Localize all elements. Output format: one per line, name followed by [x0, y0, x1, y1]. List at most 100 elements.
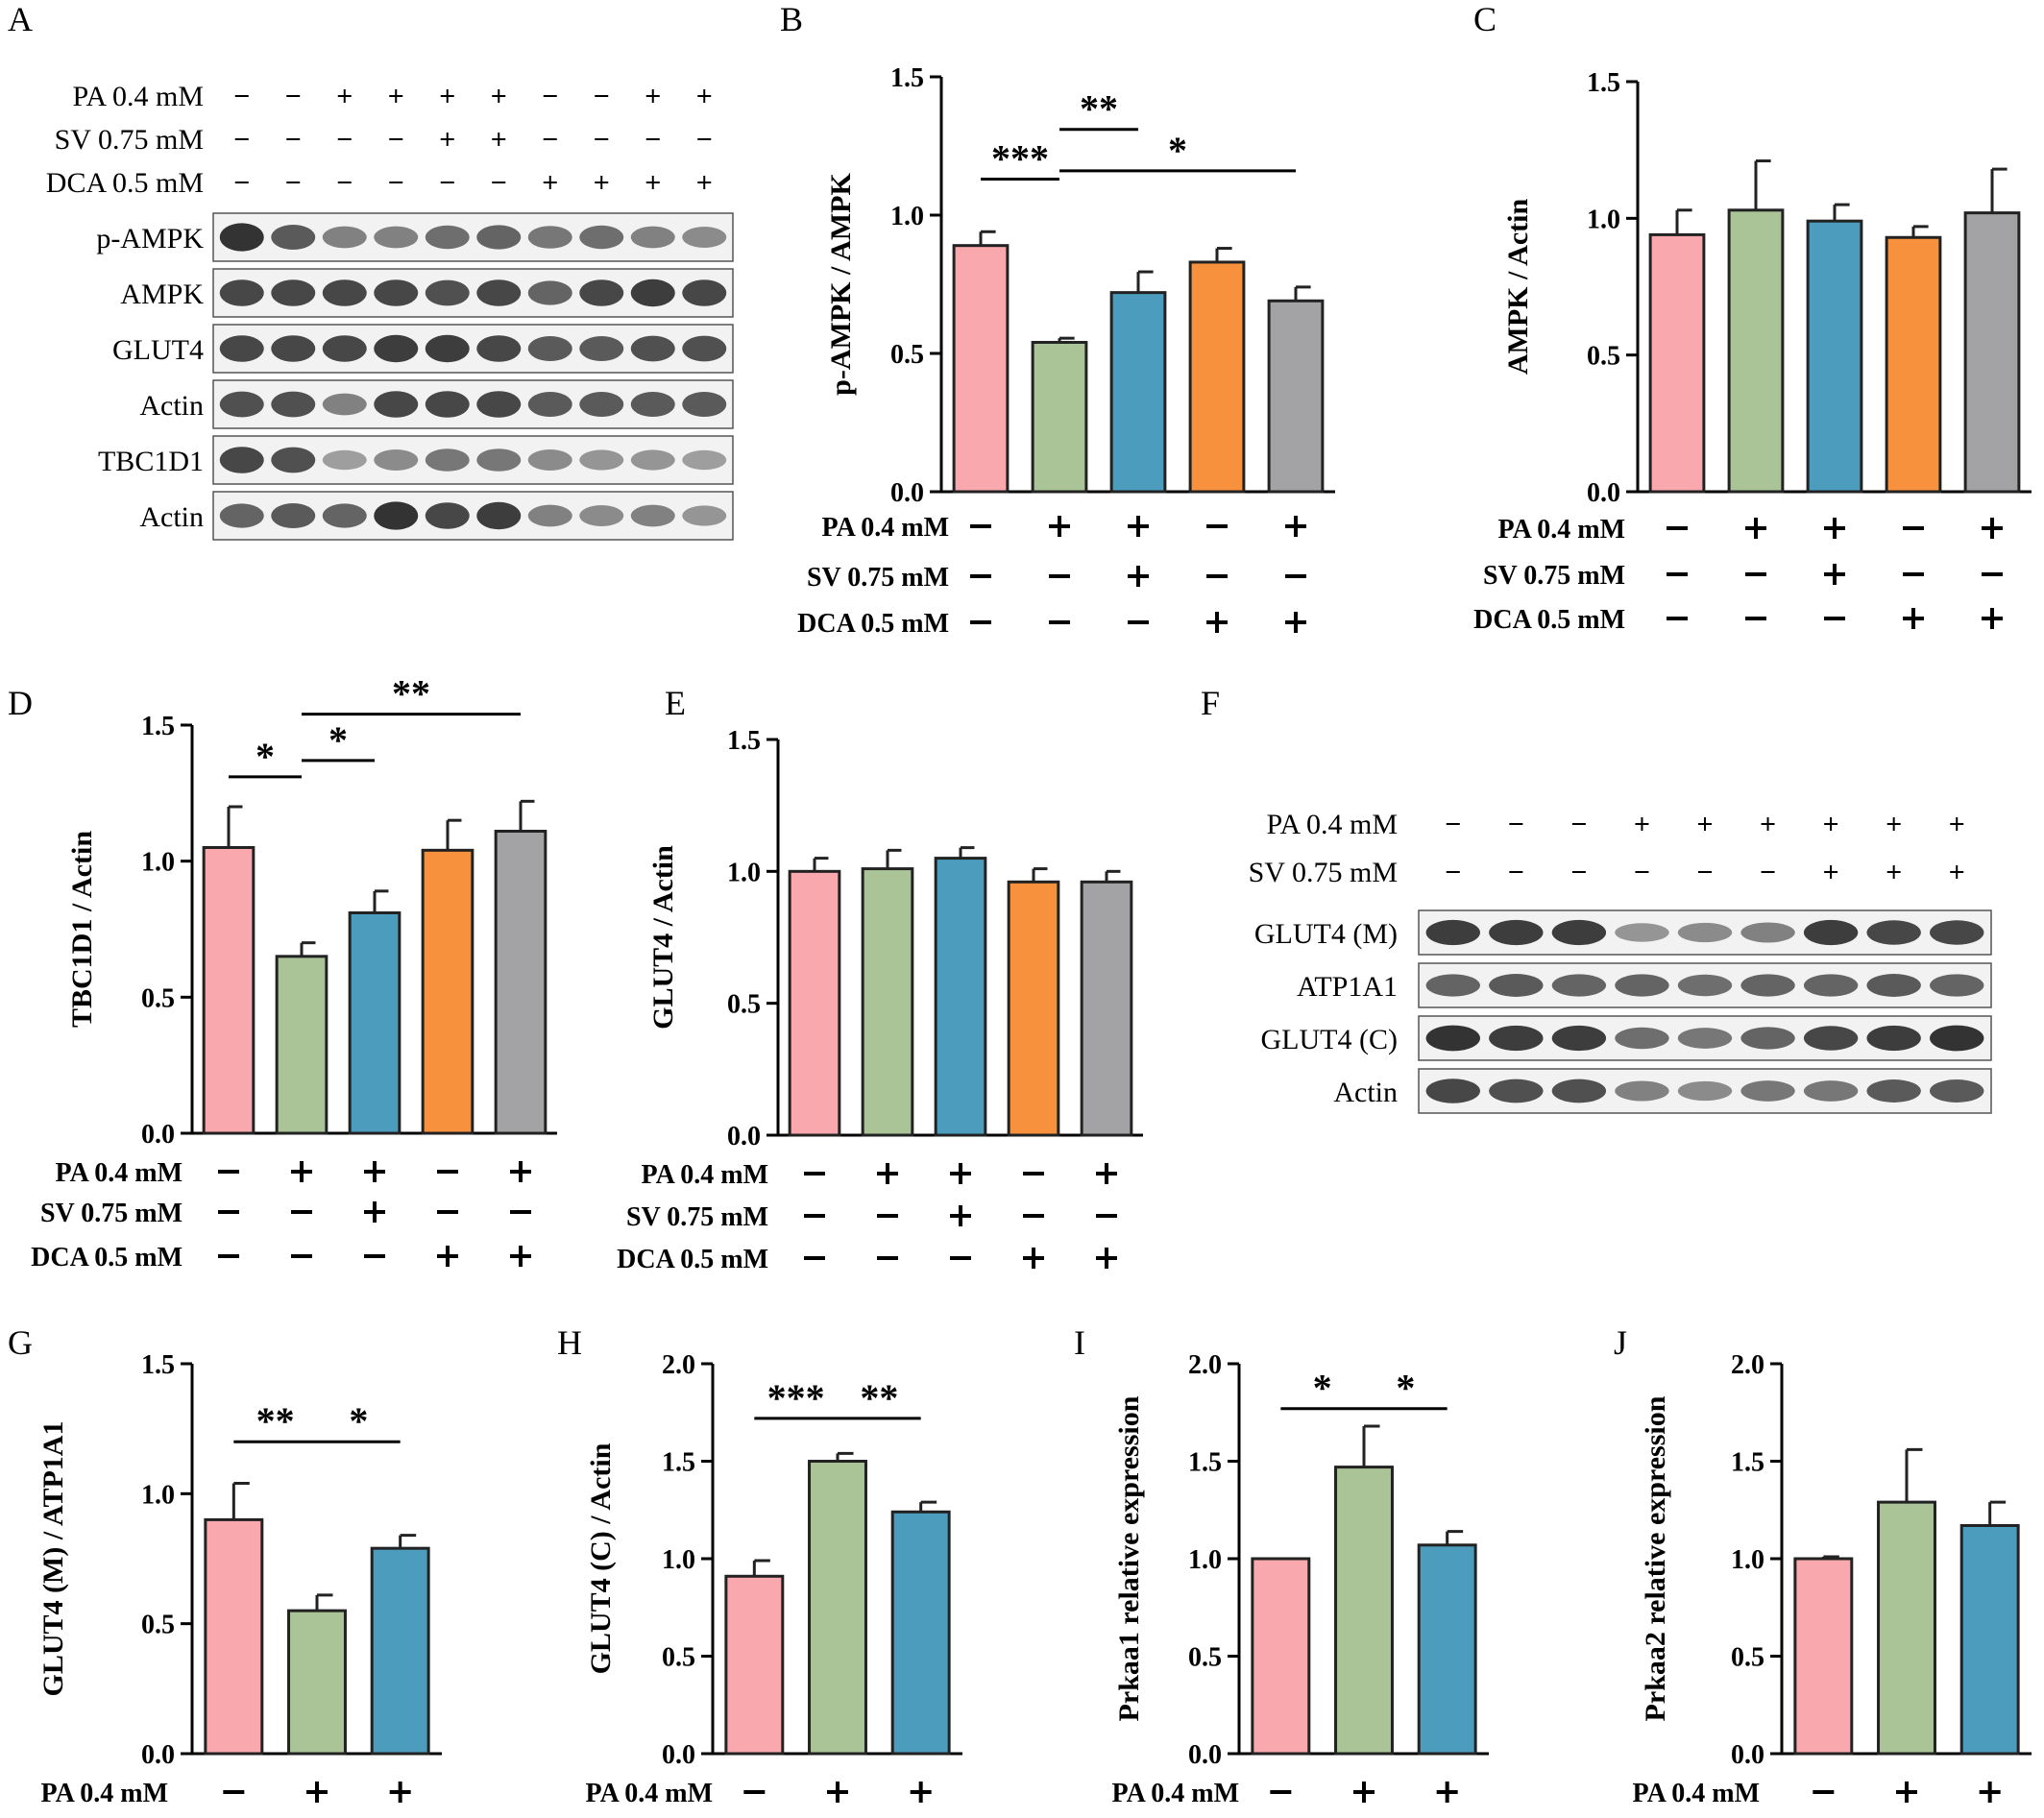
- significance-label: ***: [991, 137, 1049, 181]
- blot-band: [527, 336, 572, 361]
- blot-band: [374, 501, 419, 530]
- blot-treatment-sign: [697, 89, 712, 103]
- panel-letter-j: J: [1614, 1323, 1627, 1362]
- treatment-sign: [1979, 1782, 2001, 1803]
- blot-band: [527, 392, 572, 417]
- blot-band: [1425, 1079, 1480, 1103]
- y-tick-label: 0.5: [1188, 1643, 1222, 1673]
- bar: [861, 867, 914, 1137]
- blot-band: [579, 449, 624, 471]
- treatment-label: PA 0.4 mM: [1633, 1779, 1760, 1808]
- blot-band: [527, 449, 572, 471]
- treatment-sign: [1023, 1248, 1044, 1269]
- blot-band: [322, 335, 367, 362]
- blot-band: [476, 279, 522, 306]
- y-tick-label: 1.0: [727, 858, 761, 887]
- y-tick-label: 1.5: [727, 726, 761, 756]
- blot-band-label: AMPK: [120, 279, 204, 310]
- treatment-label: SV 0.75 mM: [40, 1199, 182, 1228]
- bar: [1080, 880, 1133, 1137]
- y-tick-label: 1.5: [1587, 68, 1620, 98]
- blot-band: [425, 225, 470, 250]
- treatment-sign: [1896, 1782, 1917, 1803]
- treatment-label: DCA 0.5 mM: [1473, 605, 1625, 635]
- bar: [421, 848, 474, 1135]
- y-tick-label: 1.0: [141, 1480, 175, 1510]
- panel-letter-e: E: [665, 684, 686, 722]
- y-tick-label: 1.0: [1587, 205, 1620, 234]
- treatment-sign: [510, 1246, 531, 1267]
- blot-band: [1489, 1025, 1544, 1052]
- significance-label: *: [1313, 1367, 1332, 1410]
- blot-treatment-sign: [492, 89, 506, 103]
- y-tick-label: 0.0: [141, 1740, 175, 1770]
- treatment-sign: [1096, 1248, 1117, 1269]
- blot-treatment-label: PA 0.4 mM: [1267, 809, 1398, 840]
- blot-treatment-sign: [1824, 817, 1838, 831]
- panel-letter-h: H: [557, 1323, 582, 1362]
- treatment-label: DCA 0.5 mM: [797, 609, 949, 639]
- blot-treatment-sign: [543, 176, 557, 189]
- y-axis-title: p-AMPK / AMPK: [825, 173, 857, 396]
- treatment-sign: [827, 1782, 848, 1803]
- treatment-label: PA 0.4 mM: [822, 513, 949, 543]
- blot-band: [1615, 1027, 1669, 1050]
- blot-band: [527, 280, 572, 305]
- blot-band: [1930, 1079, 1984, 1103]
- blot-band: [682, 505, 727, 526]
- treatment-label: PA 0.4 mM: [586, 1779, 713, 1808]
- blot-band: [1740, 922, 1795, 943]
- blot-treatment-sign: [1635, 817, 1649, 831]
- blot-band: [630, 392, 675, 417]
- y-tick-label: 1.0: [890, 202, 924, 231]
- significance-label: **: [256, 1399, 295, 1442]
- treatment-sign: [1824, 518, 1845, 539]
- blot-treatment-sign: [1950, 817, 1964, 831]
- blot-band: [374, 391, 419, 418]
- blot-treatment-sign: [1824, 865, 1838, 879]
- y-tick-label: 1.5: [1731, 1448, 1764, 1478]
- y-tick-label: 2.0: [662, 1350, 695, 1380]
- y-tick-label: 0.0: [890, 478, 924, 508]
- blot-treatment-label: PA 0.4 mM: [73, 81, 204, 112]
- blot-band: [1803, 1080, 1859, 1102]
- treatment-label: PA 0.4 mM: [41, 1779, 168, 1808]
- treatment-sign: [910, 1782, 932, 1803]
- panel-letter-g: G: [8, 1323, 33, 1362]
- blot-band: [1615, 1080, 1669, 1102]
- bar: [1267, 299, 1325, 494]
- blot-treatment-label: SV 0.75 mM: [55, 124, 204, 156]
- blot-band: [271, 391, 316, 418]
- blot-band-label: GLUT4 (C): [1261, 1024, 1398, 1055]
- blot-band: [425, 448, 470, 472]
- panel-letter-a: A: [8, 0, 33, 38]
- blot-band: [630, 279, 675, 307]
- y-tick-label: 0.0: [727, 1122, 761, 1151]
- bar: [348, 911, 402, 1135]
- treatment-sign: [877, 1163, 898, 1184]
- blot-band: [219, 391, 264, 418]
- blot-treatment-sign: [697, 176, 712, 189]
- panel-letter-d: D: [8, 684, 33, 722]
- blot-band: [579, 225, 624, 250]
- significance-label: *: [328, 718, 348, 762]
- y-tick-label: 2.0: [1188, 1350, 1222, 1380]
- bar: [1188, 260, 1246, 494]
- blot-band: [630, 335, 675, 362]
- y-tick-label: 0.5: [1731, 1643, 1764, 1673]
- bar: [1959, 1523, 2020, 1756]
- blot-band: [425, 279, 470, 306]
- y-tick-label: 0.5: [890, 340, 924, 370]
- y-tick-label: 0.5: [662, 1643, 695, 1673]
- treatment-sign: [364, 1161, 385, 1182]
- blot-band: [630, 226, 675, 249]
- y-tick-label: 0.0: [1587, 478, 1620, 508]
- y-tick-label: 1.5: [1188, 1448, 1222, 1478]
- bar: [1963, 211, 2021, 494]
- treatment-label: PA 0.4 mM: [1112, 1779, 1239, 1808]
- treatment-sign: [364, 1201, 385, 1223]
